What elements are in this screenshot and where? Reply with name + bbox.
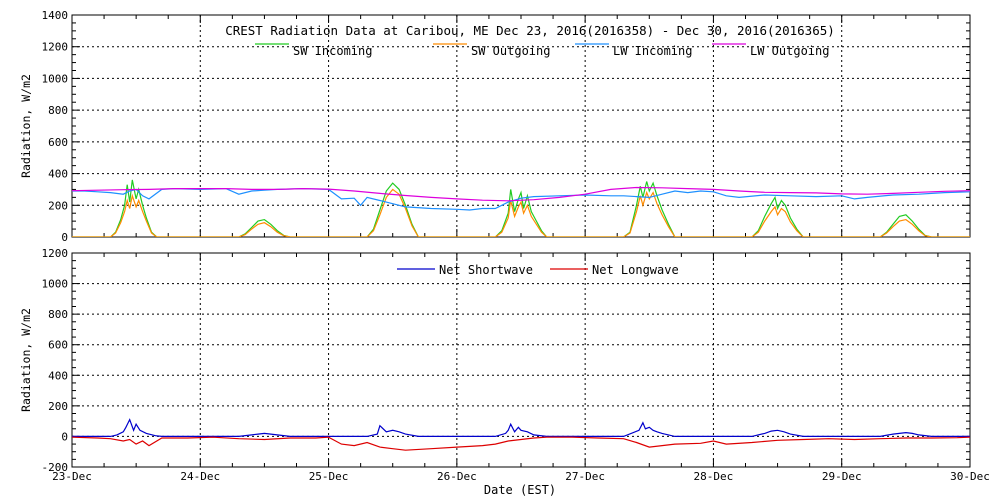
x-tick-label: 27-Dec <box>565 470 605 483</box>
y-axis-label: Radiation, W/m2 <box>19 308 33 412</box>
legend-item-lw-outgoing: LW Outgoing <box>712 43 829 58</box>
legend-label: Net Shortwave <box>439 263 533 277</box>
legend-item-sw-incoming: SW Incoming <box>255 43 372 58</box>
y-tick-label: 0 <box>61 430 68 443</box>
legend-label: LW Outgoing <box>750 44 829 58</box>
y-axis-label: Radiation, W/m2 <box>19 74 33 178</box>
y-tick-label: 1400 <box>42 9 69 22</box>
chart-panel-1: 0 200 400 600 800 1000 1200 1400 Radiation, W/m2… <box>19 9 971 244</box>
series-line-sw-incoming <box>72 179 970 237</box>
y-tick-label: -200 <box>42 461 69 474</box>
series-line-lw-outgoing <box>72 186 970 202</box>
x-tick-label: 28-Dec <box>694 470 734 483</box>
y-tick-label: 600 <box>48 339 68 352</box>
y-tick-label: 0 <box>61 231 68 244</box>
series-line-sw-outgoing <box>72 188 970 237</box>
x-axis-label: Date (EST) <box>484 483 556 497</box>
y-tick-label: 1000 <box>42 72 69 85</box>
y-tick-label: 1000 <box>42 278 69 291</box>
legend-label: Net Longwave <box>592 263 679 277</box>
y-tick-label: 200 <box>48 400 68 413</box>
legend-item-net-shortwave: Net Shortwave <box>397 263 533 277</box>
x-tick-label: 24-Dec <box>180 470 220 483</box>
x-tick-label: 25-Dec <box>309 470 349 483</box>
y-tick-label: 800 <box>48 104 68 117</box>
y-tick-label: 600 <box>48 136 68 149</box>
series-line-net-shortwave <box>72 418 970 437</box>
chart-panels: 0 200 400 600 800 1000 1200 1400 Radiation, W/m2… <box>19 9 990 483</box>
plot-frame <box>71 252 971 468</box>
x-tick-label: 29-Dec <box>822 470 862 483</box>
x-tick-label: 23-Dec <box>52 470 92 483</box>
y-tick-label: 800 <box>48 308 68 321</box>
x-tick-label: 30-Dec <box>950 470 990 483</box>
x-tick-label: 26-Dec <box>437 470 477 483</box>
legend-item-net-longwave: Net Longwave <box>550 263 679 277</box>
y-tick-label: 200 <box>48 199 68 212</box>
series-line-net-longwave <box>72 436 970 451</box>
legend-label: SW Outgoing <box>471 44 550 58</box>
y-tick-label: 400 <box>48 168 68 181</box>
y-tick-label: 1200 <box>42 247 69 260</box>
legend-label: LW Incoming <box>613 44 692 58</box>
chart-panel-2: -200 0 200 400 600 800 1000 1200 Radiation, W/m2… <box>19 247 990 483</box>
legend-item-lw-incoming: LW Incoming <box>575 43 692 58</box>
legend-label: SW Incoming <box>293 44 372 58</box>
legend-item-sw-outgoing: SW Outgoing <box>433 43 550 58</box>
y-tick-label: 400 <box>48 369 68 382</box>
y-tick-label: 1200 <box>42 41 69 54</box>
chart-title: CREST Radiation Data at Caribou, ME Dec … <box>225 23 835 38</box>
